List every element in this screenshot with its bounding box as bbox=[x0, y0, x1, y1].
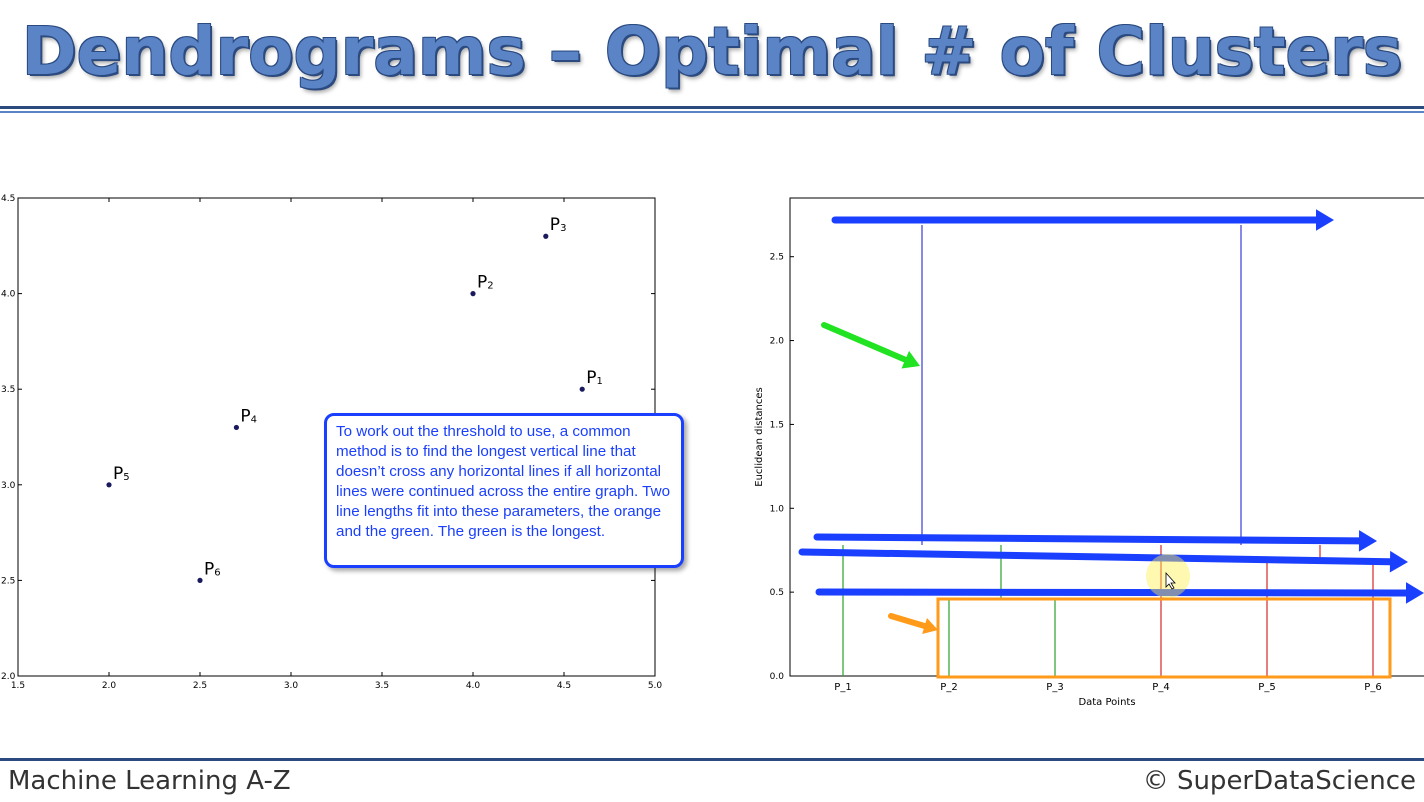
horizontal-extension-arrow-head bbox=[1389, 550, 1408, 573]
scatter-point-subscript: 6 bbox=[214, 567, 220, 578]
scatter-point-subscript: 4 bbox=[251, 414, 257, 425]
scatter-y-tick-label: 2.0 bbox=[1, 672, 16, 682]
scatter-x-tick-label: 3.0 bbox=[284, 681, 299, 691]
horizontal-extension-arrow-head bbox=[1405, 582, 1424, 604]
dendrogram-x-tick-label: P_4 bbox=[1152, 682, 1169, 693]
scatter-point bbox=[579, 386, 585, 392]
orange-line-pointer-arrow bbox=[888, 613, 928, 630]
cursor-icon bbox=[1165, 571, 1176, 590]
green-line-pointer-arrow bbox=[821, 322, 909, 363]
scatter-y-tick-label: 3.0 bbox=[1, 481, 16, 491]
title-rule bbox=[0, 106, 1424, 109]
scatter-x-tick-label: 2.0 bbox=[102, 681, 117, 691]
footer-copyright: © SuperDataScience bbox=[1142, 766, 1416, 796]
dendrogram-x-tick-label: P_1 bbox=[834, 682, 851, 693]
scatter-x-tick-label: 4.0 bbox=[466, 681, 481, 691]
orange-line-pointer-arrow-head bbox=[922, 617, 938, 635]
footer-course-name: Machine Learning A-Z bbox=[8, 766, 291, 796]
dendrogram-y-ticks: 0.0 0.5 1.0 1.5 2.0 2.5 bbox=[770, 253, 794, 682]
slide-title: Dendrograms – Optimal # of Clusters bbox=[21, 13, 1403, 90]
scatter-x-tick-label: 4.5 bbox=[557, 681, 571, 691]
scatter-point-subscript: 5 bbox=[123, 472, 129, 483]
dendrogram-y-tick-label: 1.0 bbox=[770, 504, 785, 514]
dendrogram-y-tick-label: 2.0 bbox=[770, 337, 785, 347]
scatter-point-subscript: 1 bbox=[596, 376, 602, 387]
dendrogram-links bbox=[842, 225, 1374, 676]
dendrogram-annotations bbox=[798, 209, 1424, 679]
dendrogram-frame bbox=[789, 197, 1424, 677]
dendrogram-x-label: Data Points bbox=[1078, 697, 1135, 708]
dendrogram-y-tick-label: 1.5 bbox=[770, 420, 784, 430]
dendrogram-x-tick-label: P_2 bbox=[940, 682, 957, 693]
scatter-y-tick-label: 4.5 bbox=[1, 194, 15, 204]
scatter-point bbox=[470, 291, 476, 297]
dendrogram-x-tick-label: P_5 bbox=[1258, 682, 1275, 693]
scatter-y-tick-label: 2.5 bbox=[1, 576, 15, 586]
horizontal-extension-arrow-head bbox=[1358, 530, 1377, 552]
dendrogram-y-tick-label: 0.0 bbox=[770, 672, 785, 682]
dendrogram-x-tick-label: P_6 bbox=[1364, 682, 1381, 693]
scatter-point bbox=[197, 577, 203, 584]
dendrogram-y-tick-label: 2.5 bbox=[770, 253, 784, 263]
dendrogram-y-label: Euclidean distances bbox=[754, 387, 765, 486]
scatter-x-tick-label: 1.5 bbox=[11, 681, 25, 691]
scatter-x-tick-label: 2.5 bbox=[193, 681, 207, 691]
scatter-x-ticks: 1.5 2.0 2.5 3.0 3.5 4.0 4.5 5.0 bbox=[11, 198, 663, 691]
orange-line-highlight-box bbox=[936, 597, 1392, 679]
title-rule-secondary bbox=[0, 111, 1424, 113]
dendrogram-y-tick-label: 0.5 bbox=[770, 588, 784, 598]
horizontal-extension-arrow bbox=[815, 588, 1410, 597]
green-line-pointer-arrow-head bbox=[901, 350, 920, 369]
horizontal-extension-arrow-head bbox=[1316, 209, 1334, 231]
scatter-x-tick-label: 5.0 bbox=[648, 681, 663, 691]
dendrogram-x-tick-label: P_3 bbox=[1046, 682, 1063, 693]
scatter-point-subscript: 2 bbox=[487, 281, 493, 292]
scatter-y-tick-label: 3.5 bbox=[1, 385, 15, 395]
horizontal-extension-arrow bbox=[813, 533, 1363, 545]
scatter-point bbox=[106, 482, 112, 488]
scatter-y-ticks: 2.0 2.5 3.0 3.5 4.0 4.5 bbox=[1, 194, 655, 682]
scatter-y-tick-label: 4.0 bbox=[1, 290, 16, 300]
scatter-point bbox=[233, 424, 239, 431]
footer-rule bbox=[0, 758, 1424, 761]
threshold-note: To work out the threshold to use, a comm… bbox=[324, 413, 684, 568]
horizontal-extension-arrow bbox=[798, 548, 1394, 566]
scatter-x-tick-label: 3.5 bbox=[375, 681, 389, 691]
scatter-point-subscript: 3 bbox=[560, 223, 566, 234]
scatter-point bbox=[543, 233, 549, 239]
